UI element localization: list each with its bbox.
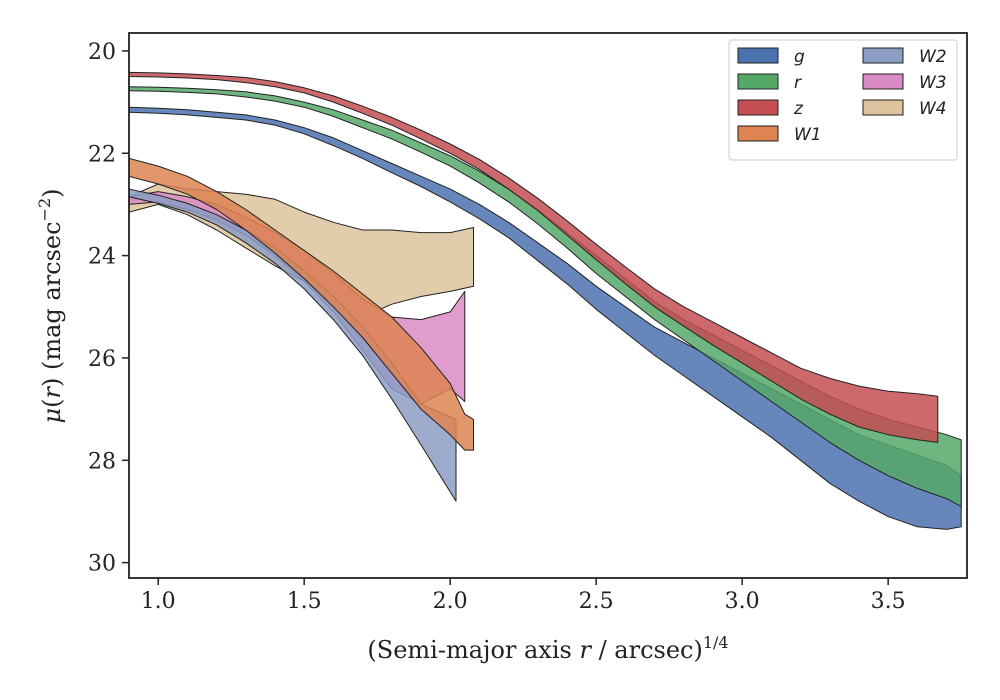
y-tick-label: 26	[88, 347, 116, 372]
x-axis: 1.0 1.5 2.0 2.5 3.0 3.5	[141, 578, 906, 614]
legend-label-W1: W1	[794, 125, 822, 145]
y-tick-label: 20	[88, 40, 116, 65]
band-W1	[129, 157, 474, 451]
x-tick-label: 2.5	[579, 589, 614, 614]
x-tick-label: 1.0	[141, 589, 176, 614]
legend-label-z: z	[793, 99, 804, 119]
legend-label-g: g	[794, 47, 805, 67]
legend-swatch-z	[737, 99, 779, 116]
legend-label-W3: W3	[919, 73, 947, 93]
plot-frame	[128, 32, 968, 579]
x-tick-label: 1.5	[287, 589, 322, 614]
legend: grz W1 W2 W3 W4	[728, 39, 958, 161]
y-tick-label: 24	[88, 245, 116, 270]
y-axis: 20 22 24 26 28 30	[88, 40, 129, 577]
legend-swatch-W3	[862, 73, 904, 90]
x-axis-label: (Semi-major axis r / arcsec)1/4	[367, 633, 728, 664]
legend-swatch-W4	[862, 99, 904, 116]
legend-swatch-r	[737, 73, 779, 90]
band-g	[129, 106, 962, 530]
legend-label-W2: W2	[919, 47, 947, 67]
legend-swatch-W1	[737, 125, 779, 142]
band-z	[129, 71, 939, 443]
legend-label-W4: W4	[919, 99, 947, 119]
x-tick-label: 3.0	[725, 589, 760, 614]
bands-layer	[129, 71, 962, 530]
y-tick-label: 28	[88, 449, 116, 474]
x-tick-label: 3.5	[871, 589, 906, 614]
band-r	[129, 86, 962, 507]
y-tick-label: 22	[88, 142, 116, 167]
legend-swatch-g	[737, 47, 779, 64]
legend-swatch-W2	[862, 47, 904, 64]
legend-label-r: r	[794, 73, 802, 93]
legend-box	[728, 39, 958, 161]
x-tick-label: 2.0	[433, 589, 468, 614]
y-tick-label: 30	[88, 552, 116, 577]
y-axis-label: μ(r) (mag arcsec−2)	[35, 188, 66, 423]
